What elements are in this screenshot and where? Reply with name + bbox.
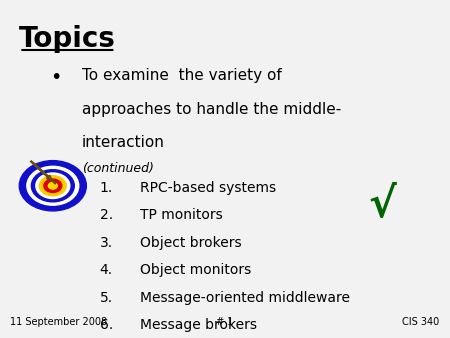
Text: 1.: 1. [100, 181, 113, 195]
Text: To examine  the variety of: To examine the variety of [82, 68, 282, 83]
Text: 4.: 4. [100, 263, 113, 277]
Circle shape [32, 170, 74, 202]
Circle shape [48, 183, 57, 189]
Circle shape [19, 161, 86, 211]
Text: (continued): (continued) [82, 162, 154, 175]
Text: Message-oriented middleware: Message-oriented middleware [140, 291, 350, 305]
Circle shape [36, 173, 70, 198]
Text: 5.: 5. [100, 291, 113, 305]
Text: Topics: Topics [19, 25, 116, 53]
Text: √: √ [368, 184, 396, 226]
Text: approaches to handle the middle-: approaches to handle the middle- [82, 102, 341, 117]
Text: •: • [50, 68, 62, 88]
Circle shape [44, 179, 62, 192]
Text: Object brokers: Object brokers [140, 236, 242, 250]
Text: # 1: # 1 [216, 317, 234, 327]
Text: TP monitors: TP monitors [140, 208, 223, 222]
Circle shape [40, 176, 66, 196]
Text: CIS 340: CIS 340 [402, 317, 440, 327]
Text: 3.: 3. [100, 236, 113, 250]
Text: interaction: interaction [82, 136, 165, 150]
Text: Message brokers: Message brokers [140, 318, 257, 332]
Text: RPC-based systems: RPC-based systems [140, 181, 276, 195]
Text: 2.: 2. [100, 208, 113, 222]
Text: 6.: 6. [100, 318, 113, 332]
Circle shape [27, 166, 79, 205]
Text: 11 September 2008: 11 September 2008 [10, 317, 108, 327]
Text: Object monitors: Object monitors [140, 263, 251, 277]
